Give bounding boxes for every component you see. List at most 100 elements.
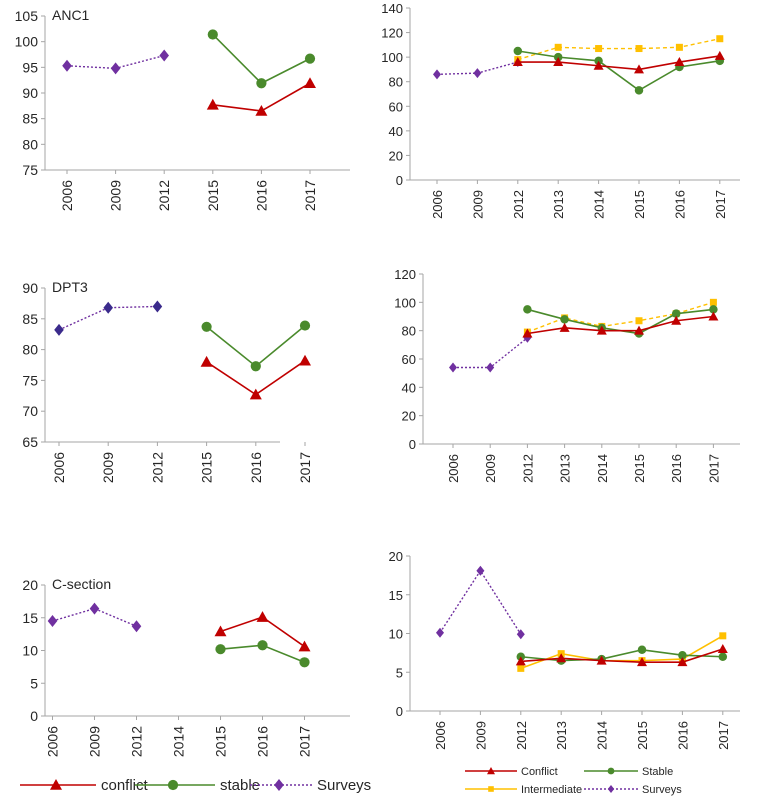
- y-tick-label: 80: [22, 342, 38, 358]
- y-tick-label: 75: [22, 372, 38, 388]
- x-tick-label: 2015: [205, 180, 221, 211]
- data-point-surveys: [473, 68, 482, 79]
- chart-csection-right: 0 5 10 15 20 2006 2009 2012 2013 2014 2015 2016 2017: [389, 549, 740, 750]
- legend-marker-stable: [607, 767, 615, 775]
- y-tick-label: 100: [15, 34, 39, 50]
- series-line-stable: [520, 648, 723, 662]
- data-point-intermediate: [635, 45, 643, 53]
- x-tick-label: 2006: [51, 452, 67, 483]
- data-point-stable: [637, 645, 647, 655]
- data-point-stable: [678, 650, 687, 660]
- series-line-surveys: [439, 569, 522, 635]
- x-tick-label: 2006: [433, 721, 448, 750]
- legend-marker-surveys: [274, 779, 284, 791]
- data-point-conflict: [512, 57, 523, 67]
- x-tick-label: 2012: [511, 190, 526, 219]
- x-tick-label: 2012: [129, 726, 145, 757]
- x-tick-label: 2017: [706, 454, 721, 483]
- data-point-intermediate: [675, 43, 683, 51]
- chart-dpt3-left: 65 70 75 80 85 90 2006 2009 2012 2015 2016 2017 DPT3: [22, 279, 313, 483]
- data-point-stable: [207, 29, 218, 40]
- data-point-conflict: [515, 656, 526, 666]
- series-line-intermediate: [517, 38, 720, 61]
- x-tick-label: 2016: [672, 190, 687, 219]
- x-tick-label: 2016: [253, 180, 269, 211]
- y-tick-label: 40: [402, 380, 416, 395]
- y-tick-label: 65: [22, 434, 38, 450]
- legend-left: conflict stable Surveys: [20, 777, 371, 794]
- y-tick-label: 20: [22, 577, 38, 593]
- legend-marker-surveys: [607, 785, 615, 793]
- data-point-stable: [257, 640, 268, 651]
- x-tick-label: 2013: [551, 190, 566, 219]
- y-tick-label: 10: [22, 643, 38, 659]
- data-point-surveys: [62, 59, 72, 72]
- x-tick-label: 2016: [675, 721, 690, 750]
- x-tick-label: 2009: [473, 721, 488, 750]
- data-point-intermediate: [635, 317, 643, 325]
- data-point-conflict: [677, 657, 688, 667]
- x-tick-label: 2017: [302, 180, 318, 211]
- y-tick-label: 10: [389, 627, 403, 642]
- data-point-stable: [299, 657, 310, 668]
- x-tick-label: 2006: [59, 180, 75, 211]
- y-tick-label: 120: [381, 26, 403, 41]
- x-tick-label: 2017: [297, 726, 313, 757]
- data-point-surveys: [433, 69, 441, 80]
- y-tick-label: 15: [22, 610, 38, 626]
- data-point-conflict: [255, 104, 268, 116]
- x-tick-label: 2014: [592, 190, 607, 219]
- data-point-stable: [304, 53, 316, 64]
- y-tick-label: 0: [396, 173, 403, 188]
- series-line-stable: [517, 50, 720, 92]
- x-tick-label: 2014: [595, 454, 610, 483]
- chart-anc1-left: 75 80 85 90 95 100 105 2006 2009 2012 2015 2016 2017…: [15, 7, 350, 211]
- y-tick-label: 15: [389, 588, 403, 603]
- legend-label-conflict: conflict: [101, 777, 149, 794]
- x-tick-label: 2015: [635, 721, 650, 750]
- x-tick-label: 2016: [255, 726, 271, 757]
- data-point-intermediate: [554, 43, 562, 51]
- series-line-intermediate: [520, 635, 724, 670]
- data-point-surveys: [152, 300, 163, 313]
- series-line-conflict: [520, 648, 724, 663]
- data-point-surveys: [486, 362, 495, 373]
- data-point-stable: [250, 361, 261, 372]
- x-tick-label: 2017: [297, 452, 313, 483]
- chart-csection-left: 0 5 10 15 20 2006 2009 2012 2014 2015 2016 2017 C-se…: [22, 576, 350, 757]
- x-tick-label: 2012: [149, 452, 165, 483]
- data-point-stable: [709, 305, 718, 314]
- data-point-intermediate: [595, 45, 603, 53]
- legend-marker-conflict: [487, 767, 495, 775]
- y-tick-label: 80: [389, 75, 403, 90]
- data-point-conflict: [593, 60, 604, 70]
- data-point-conflict: [249, 388, 262, 400]
- legend-label-stable: stable: [220, 777, 260, 794]
- legend-label-intermediate: Intermediate: [521, 784, 582, 796]
- data-point-surveys: [110, 62, 121, 75]
- data-point-intermediate: [517, 664, 525, 672]
- data-point-surveys: [54, 323, 64, 336]
- x-tick-label: 2006: [430, 190, 445, 219]
- x-tick-label: 2015: [632, 190, 647, 219]
- legend-label-stable: Stable: [642, 766, 673, 778]
- x-tick-label: 2009: [483, 454, 498, 483]
- data-point-conflict: [200, 355, 213, 367]
- y-tick-label: 60: [389, 99, 403, 114]
- x-tick-label: 2009: [100, 452, 116, 483]
- series-line-conflict: [527, 315, 714, 335]
- legend-label-conflict: Conflict: [521, 766, 558, 778]
- y-tick-label: 75: [22, 162, 38, 178]
- legend-right: Conflict Stable Intermediate Surveys: [465, 766, 682, 796]
- series-line-stable: [212, 33, 311, 85]
- data-point-surveys: [159, 49, 169, 62]
- data-point-stable: [718, 652, 728, 661]
- data-point-surveys: [89, 602, 100, 615]
- x-tick-label: 2017: [713, 190, 728, 219]
- data-point-conflict: [556, 653, 567, 663]
- y-tick-label: 5: [396, 665, 403, 680]
- x-tick-label: 2006: [446, 454, 461, 483]
- x-tick-label: 2009: [108, 180, 124, 211]
- data-point-intermediate: [716, 35, 724, 43]
- data-point-intermediate: [719, 632, 727, 640]
